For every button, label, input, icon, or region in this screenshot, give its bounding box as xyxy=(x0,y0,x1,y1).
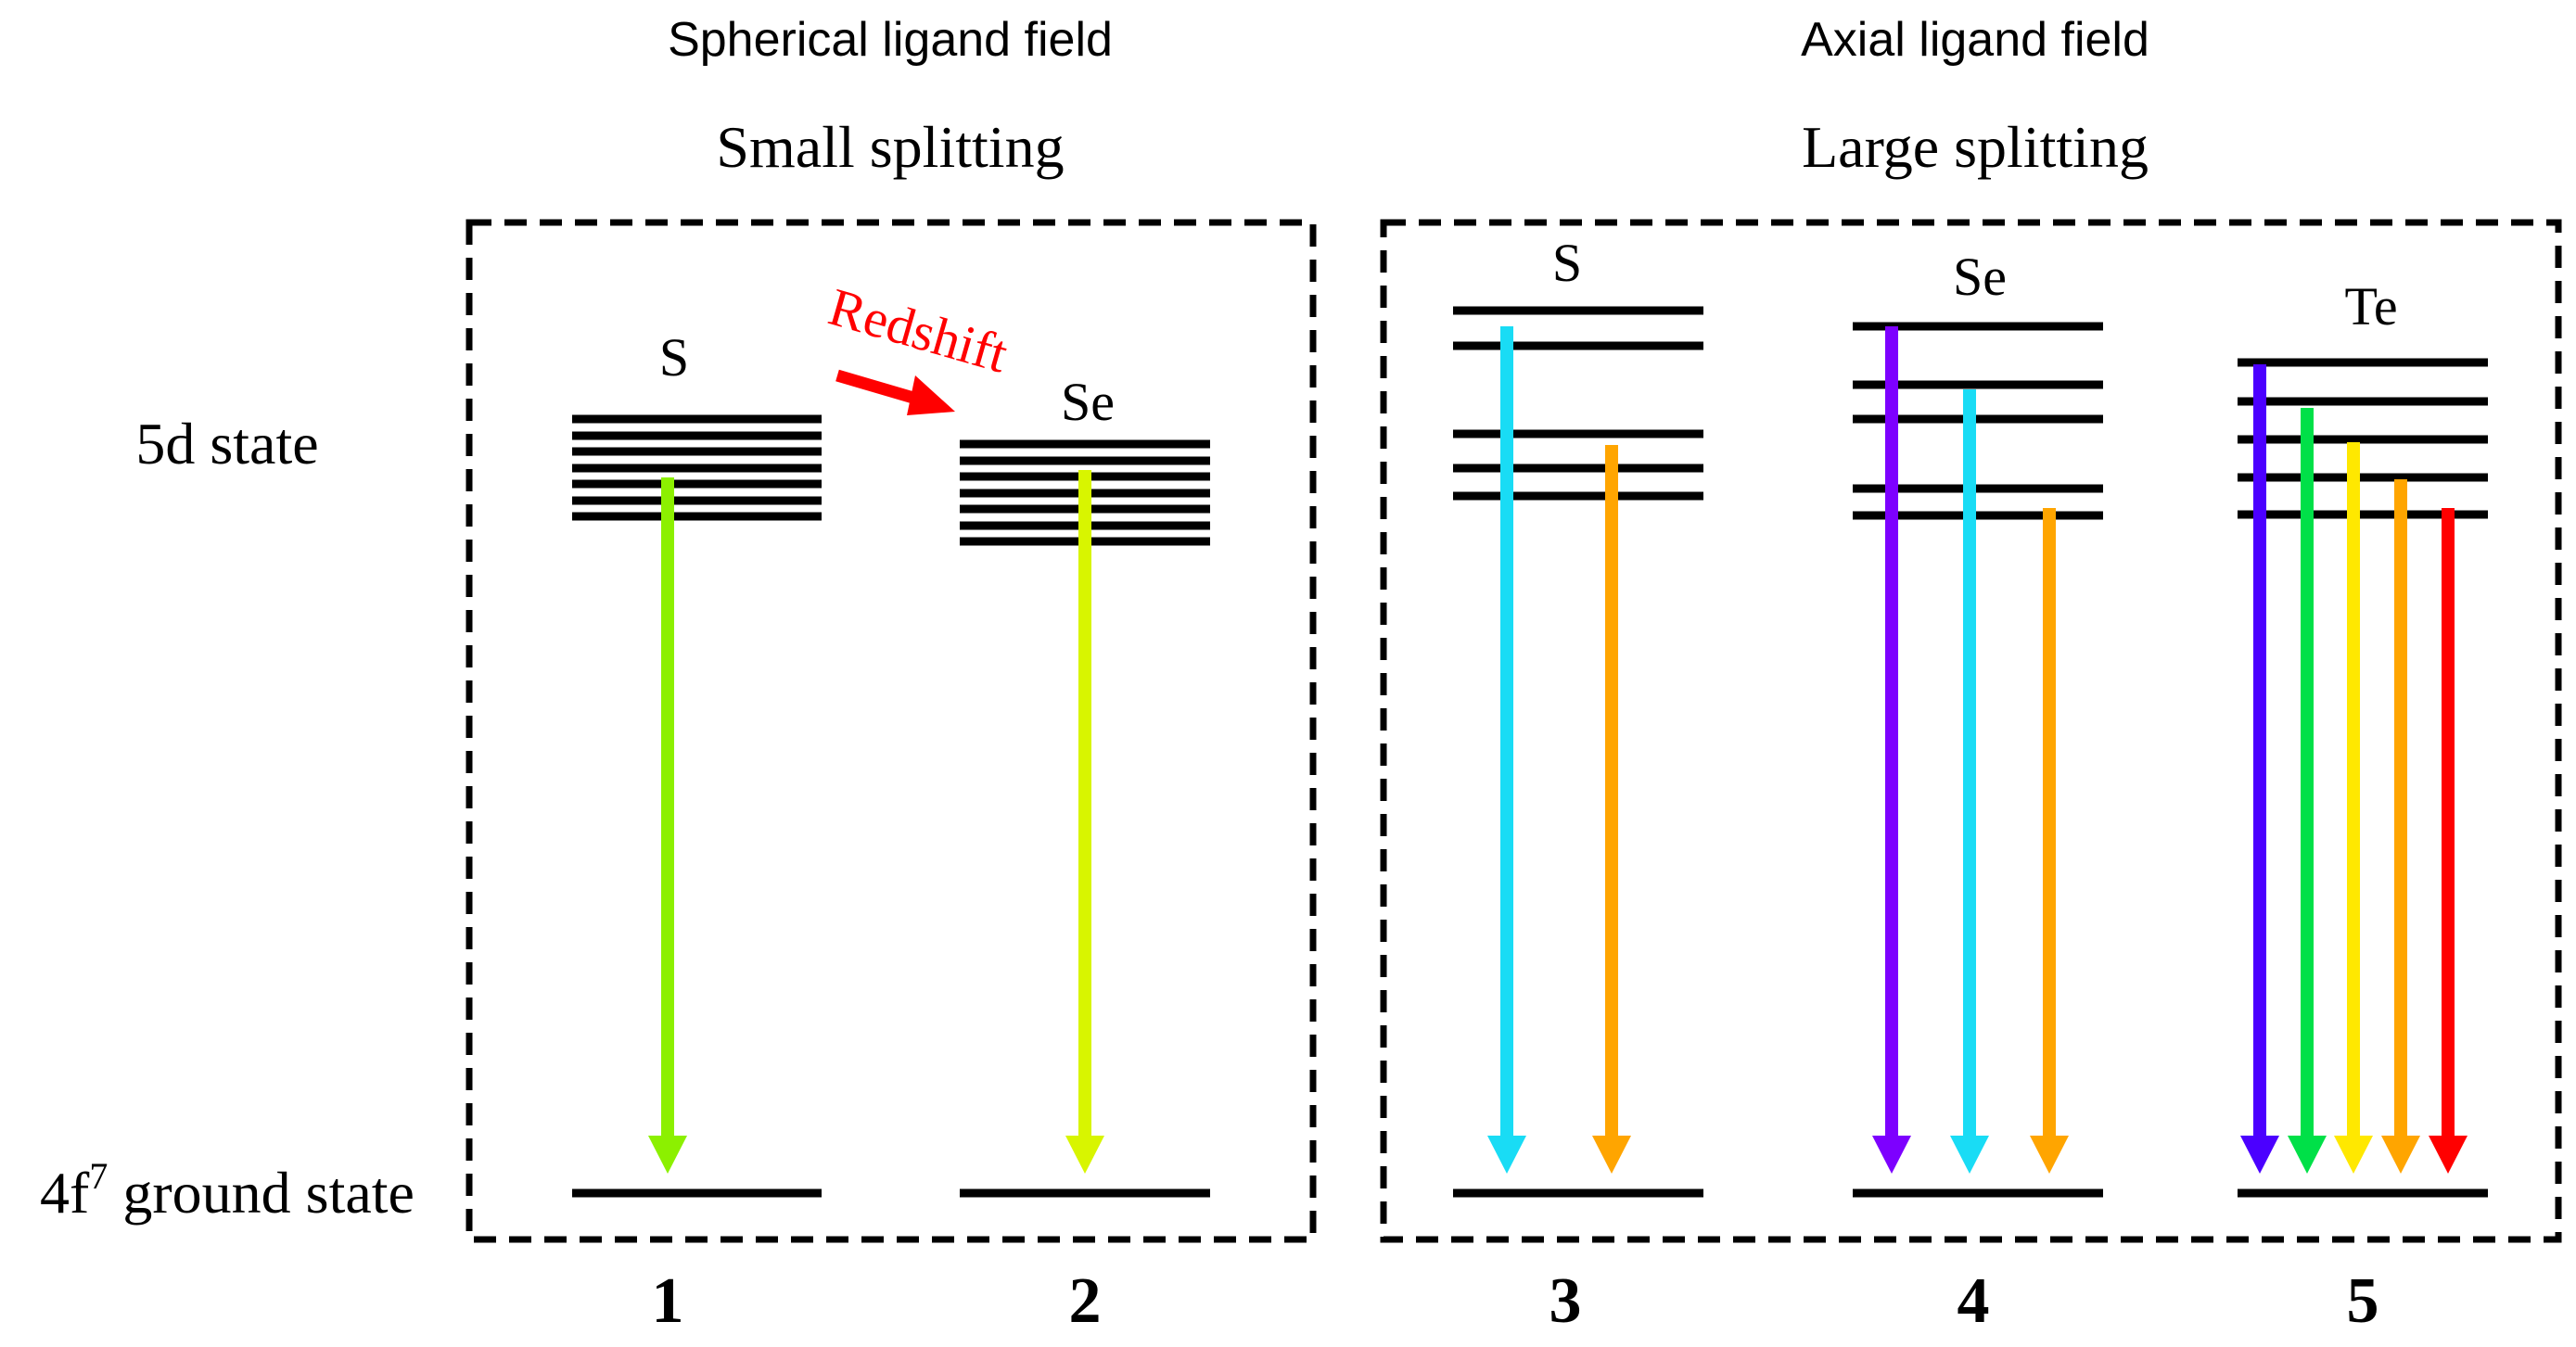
small-splitting-subtitle: Small splitting xyxy=(716,114,1064,180)
ground-state-suffix: ground state xyxy=(108,1160,414,1226)
column-2-ion-label: Se xyxy=(1061,372,1115,432)
redshift-label: Redshift xyxy=(823,276,1014,385)
column-4-ion-label: Se xyxy=(1953,247,2007,307)
redshift-arrow-shaft xyxy=(835,369,925,407)
column-4-arrow-violet xyxy=(1872,326,1911,1174)
column-4-arrow-cyan xyxy=(1950,389,1989,1174)
column-1-arrow xyxy=(648,477,687,1174)
redshift-arrow-head xyxy=(907,375,955,415)
column-5-arrow-blue xyxy=(2240,364,2279,1174)
column-5-arrow-green xyxy=(2288,408,2327,1174)
column-5-arrow-orange xyxy=(2381,479,2420,1174)
5d-state-label: 5d state xyxy=(135,411,318,477)
column-4-arrow-orange xyxy=(2030,508,2069,1174)
large-splitting-subtitle: Large splitting xyxy=(1802,114,2149,180)
column-5-number: 5 xyxy=(2347,1265,2379,1337)
column-3-ion-label: S xyxy=(1552,233,1582,293)
column-2-arrow xyxy=(1065,470,1104,1174)
column-5-arrow-yellow xyxy=(2334,442,2373,1174)
column-2-number: 2 xyxy=(1069,1265,1102,1337)
column-3: S 3 xyxy=(1453,233,1703,1337)
spherical-field-box xyxy=(465,219,1317,1243)
spherical-field-title: Spherical ligand field xyxy=(668,13,1113,67)
column-1: S 1 xyxy=(572,327,822,1337)
axial-field-title: Axial ligand field xyxy=(1801,13,2149,67)
ground-state-superscript: 7 xyxy=(89,1155,108,1197)
column-5-arrow-red xyxy=(2429,508,2468,1174)
column-1-ion-label: S xyxy=(659,327,689,388)
column-5-ion-label: Te xyxy=(2344,276,2397,337)
column-4: Se 4 xyxy=(1853,247,2103,1337)
column-3-arrow-cyan xyxy=(1487,326,1526,1174)
column-4-number: 4 xyxy=(1958,1265,1990,1337)
ground-state-label: 4f7 ground state xyxy=(40,1155,414,1226)
column-3-arrow-orange xyxy=(1592,445,1631,1174)
ground-state-prefix: 4f xyxy=(40,1160,90,1226)
column-2: Se 2 xyxy=(960,372,1210,1337)
column-5: Te 5 xyxy=(2238,276,2488,1337)
column-3-number: 3 xyxy=(1549,1265,1582,1337)
column-1-number: 1 xyxy=(652,1265,684,1337)
